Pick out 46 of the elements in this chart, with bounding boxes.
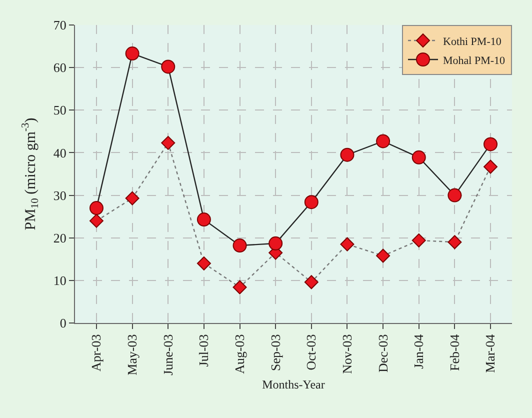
point	[376, 134, 390, 148]
y-tick-label: 30	[53, 188, 66, 203]
x-tick-label: Aug-03	[232, 334, 247, 374]
point	[89, 214, 104, 228]
y-tick-label: 0	[60, 316, 66, 331]
point	[196, 212, 211, 227]
point	[340, 148, 354, 162]
point	[125, 191, 140, 206]
x-tick-label: Dec-03	[375, 334, 390, 372]
point	[448, 235, 462, 250]
point	[484, 137, 498, 152]
point	[161, 136, 176, 150]
x-tick-label: Sep-03	[268, 334, 283, 372]
x-tick-label: Nov-03	[339, 334, 354, 374]
x-tick-label: Apr-03	[88, 334, 104, 372]
y-tick-label: 40	[53, 145, 66, 160]
legend-label: Mohal PM-10	[443, 54, 506, 67]
point	[484, 160, 498, 174]
y-tick-label: 20	[53, 230, 66, 246]
x-tick-label: June-03	[160, 334, 176, 376]
point	[89, 201, 104, 216]
y-tick-label: 60	[53, 60, 66, 76]
point	[340, 237, 354, 252]
point	[412, 150, 426, 164]
x-tick-label: Feb-04	[446, 334, 462, 372]
legend-label: Kothi PM-10	[443, 36, 502, 48]
point	[196, 256, 211, 270]
x-axis-title: Months-Year	[262, 377, 325, 392]
point	[304, 195, 318, 210]
y-tick-label: 10	[53, 272, 66, 288]
point	[232, 280, 247, 294]
point	[448, 188, 462, 202]
x-tick-label: Jul-03	[196, 334, 212, 367]
y-tick-label: 70	[53, 18, 66, 33]
y-tick-label: 50	[53, 102, 66, 118]
point	[232, 238, 247, 253]
x-tick-label: Jan-04	[411, 334, 426, 369]
point	[376, 248, 390, 263]
x-tick-label: May-03	[124, 334, 140, 376]
point	[412, 233, 426, 248]
point	[304, 275, 318, 290]
x-tick-label: Oct-03	[304, 334, 319, 370]
point	[125, 46, 140, 61]
point	[268, 236, 283, 250]
x-tick-label: Mar-04	[482, 334, 498, 373]
point	[161, 60, 176, 74]
